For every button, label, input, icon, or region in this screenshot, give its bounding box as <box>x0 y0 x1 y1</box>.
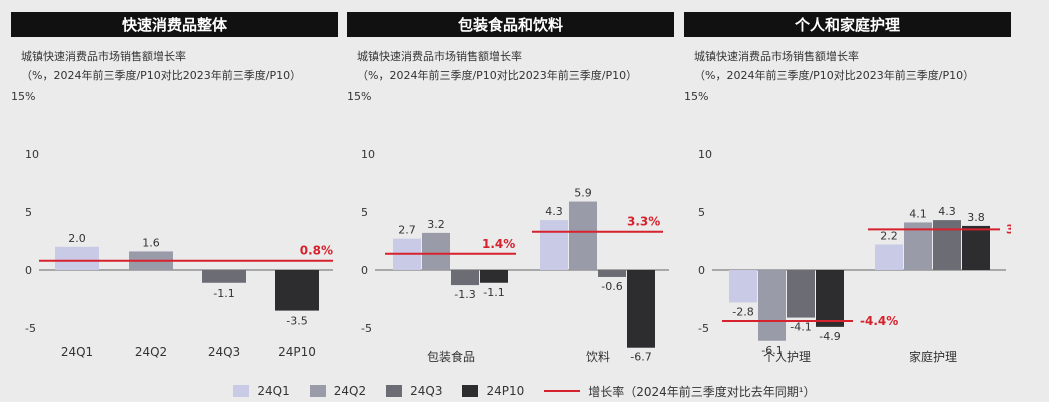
bar <box>787 270 815 318</box>
x-tick-label: 个人护理 <box>763 350 811 364</box>
growth-value-label: 3.3% <box>627 215 660 229</box>
y-tick-label: 0 <box>698 264 705 277</box>
y-tick-label: 0 <box>25 264 32 277</box>
bar-value-label: -0.6 <box>601 280 622 293</box>
bar-value-label: -1.1 <box>483 286 504 299</box>
bar <box>875 244 903 270</box>
y-tick-label: 5 <box>361 206 368 219</box>
x-tick-label: 家庭护理 <box>909 349 957 364</box>
bar-value-label: -4.1 <box>790 321 811 334</box>
bar-value-label: -6.7 <box>630 351 651 364</box>
panel-subtitle: 城镇快速消费品市场销售额增长率 <box>357 50 522 63</box>
y-tick-label: 0 <box>361 264 368 277</box>
x-tick-label: 24Q3 <box>208 345 240 359</box>
bar <box>202 270 246 283</box>
panel-subtitle: 城镇快速消费品市场销售额增长率 <box>694 50 859 63</box>
panel-unit-note: （%，2024年前三季度/P10对比2023年前三季度/P10） <box>694 69 975 82</box>
bar-value-label: -3.5 <box>286 315 307 328</box>
bar-value-label: 1.6 <box>142 236 160 249</box>
bar-value-label: 4.1 <box>909 207 927 220</box>
bar-chart-food-beverage: 15% 10 5 0 -5 2.7 3.2 -1.3 -1.1 包装食品 4.3 5.9 -0.6 -6.… <box>347 90 669 364</box>
legend-label: 24P10 <box>486 384 525 398</box>
bar <box>422 232 450 270</box>
bar-value-label: -4.9 <box>819 330 840 343</box>
legend-swatch <box>462 385 479 397</box>
bar-chart-personal-home-care: 15% 10 5 0 -5 -2.8 -6.1 -4.1 -4.9 个人护理 2.2 4.1 4.3 3.… <box>684 90 1011 364</box>
x-tick-label: 24Q1 <box>61 345 93 359</box>
growth-value-label: 3.5% <box>1006 222 1011 236</box>
x-tick-label: 饮料 <box>586 350 610 364</box>
bar-value-label: 3.8 <box>967 211 985 224</box>
y-tick-label: 15% <box>11 90 35 103</box>
y-tick-label: 15% <box>684 90 708 103</box>
legend-item-24q2: 24Q2 <box>309 384 367 398</box>
bar <box>275 270 319 311</box>
bar-value-label: 2.2 <box>880 229 898 242</box>
y-tick-label: 10 <box>25 148 39 161</box>
bar-value-label: -6.1 <box>761 344 782 357</box>
bar <box>627 270 655 348</box>
x-tick-label: 24Q2 <box>135 345 167 359</box>
panel-unit-note: （%，2024年前三季度/P10对比2023年前三季度/P10） <box>357 69 638 82</box>
chart-panel-food-beverage: 包装食品和饮料 城镇快速消费品市场销售额增长率 （%，2024年前三季度/P10… <box>347 0 674 376</box>
x-tick-label: 包装食品 <box>427 349 475 364</box>
bar <box>540 220 568 270</box>
bar <box>569 201 597 270</box>
bar-value-label: -2.8 <box>732 305 753 318</box>
legend-label: 24Q3 <box>410 384 443 398</box>
y-tick-label: 5 <box>698 206 705 219</box>
growth-value-label: 0.8% <box>300 244 333 258</box>
panel-subtitle: 城镇快速消费品市场销售额增长率 <box>21 50 186 63</box>
bar <box>55 246 99 270</box>
chart-legend: 24Q1 24Q2 24Q3 24P10 增长率（2024年前三季度对比去年同期… <box>0 381 1049 401</box>
bar-value-label: -1.3 <box>454 288 475 301</box>
legend-label: 24Q1 <box>257 384 290 398</box>
chart-panel-personal-home-care: 个人和家庭护理 城镇快速消费品市场销售额增长率 （%，2024年前三季度/P10… <box>684 0 1011 376</box>
legend-item-growth-line: 增长率（2024年前三季度对比去年同期¹） <box>544 383 816 400</box>
legend-item-24p10: 24P10 <box>462 384 524 398</box>
legend-swatch <box>233 385 250 397</box>
chart-panel-overall: 快速消费品整体 城镇快速消费品市场销售额增长率 （%，2024年前三季度/P10… <box>11 0 338 376</box>
bar-chart-overall: 15% 10 5 0 -5 2.0 24Q1 1.6 24Q2 -1.1 24Q3 -3.5 24P10… <box>11 90 333 359</box>
bar <box>480 270 508 283</box>
bar-value-label: 4.3 <box>545 205 563 218</box>
panel-unit-note: （%，2024年前三季度/P10对比2023年前三季度/P10） <box>21 69 302 82</box>
x-tick-label: 24P10 <box>278 345 316 359</box>
growth-value-label: -4.4% <box>860 314 898 328</box>
bar-value-label: 4.3 <box>938 205 956 218</box>
bar <box>451 270 479 286</box>
panel-title: 包装食品和饮料 <box>347 12 674 37</box>
legend-item-24q3: 24Q3 <box>386 384 442 398</box>
growth-value-label: 1.4% <box>482 237 515 251</box>
bar-value-label: 2.7 <box>398 224 416 237</box>
y-tick-label: 15% <box>347 90 371 103</box>
bar-value-label: 2.0 <box>68 232 86 245</box>
legend-line-swatch <box>544 390 581 392</box>
y-tick-label: 5 <box>25 206 32 219</box>
y-tick-label: 10 <box>361 148 375 161</box>
legend-swatch <box>309 385 326 397</box>
bar <box>816 270 844 327</box>
legend-swatch <box>386 385 403 397</box>
y-tick-label: -5 <box>25 322 36 335</box>
legend-item-24q1: 24Q1 <box>233 384 290 398</box>
bar <box>933 220 961 270</box>
y-tick-label: 10 <box>698 148 712 161</box>
bar <box>962 225 990 270</box>
legend-label: 24Q2 <box>333 384 367 398</box>
bar-value-label: 3.2 <box>427 218 445 231</box>
panel-title: 快速消费品整体 <box>11 12 338 37</box>
bar <box>729 270 757 303</box>
bar-value-label: -1.1 <box>213 287 234 300</box>
panel-title: 个人和家庭护理 <box>684 12 1011 37</box>
bar-value-label: 5.9 <box>574 187 592 200</box>
y-tick-label: -5 <box>698 322 709 335</box>
bar <box>598 270 626 277</box>
legend-label: 增长率（2024年前三季度对比去年同期¹） <box>588 384 816 399</box>
y-tick-label: -5 <box>361 322 372 335</box>
bar <box>758 270 786 341</box>
